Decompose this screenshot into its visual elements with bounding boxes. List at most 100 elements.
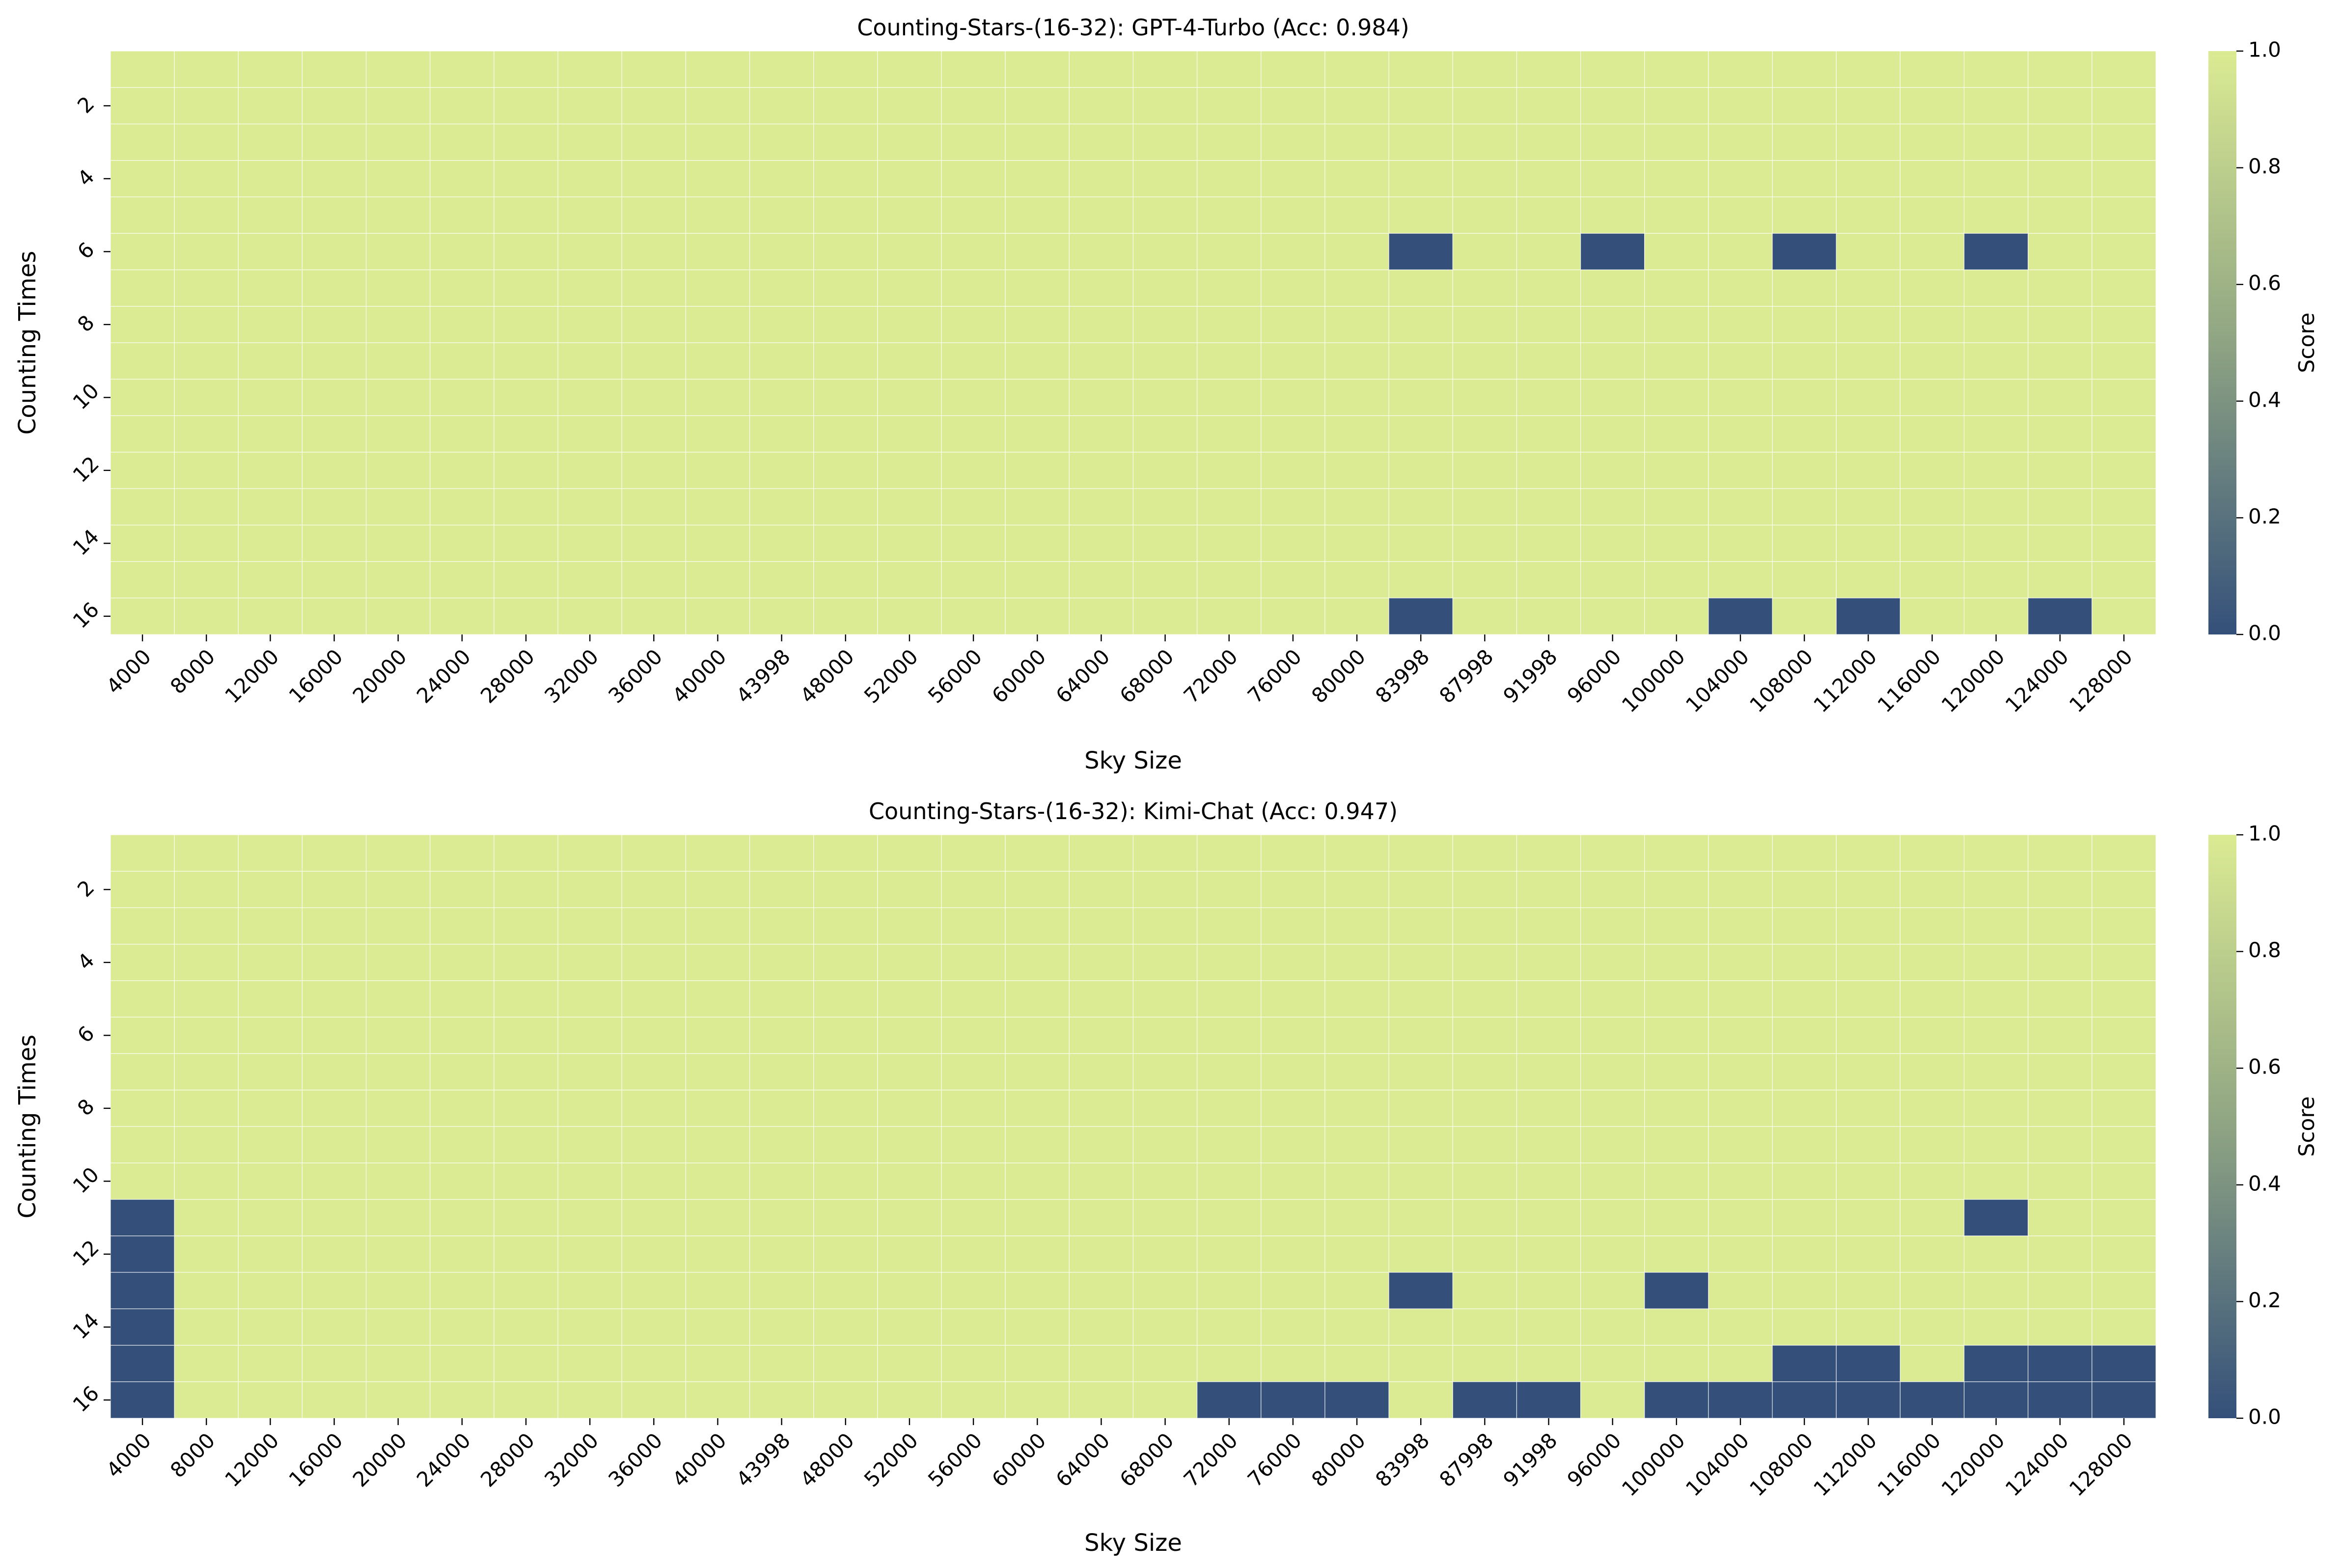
heatmap-cell	[1580, 944, 1645, 981]
heatmap-cell	[2092, 907, 2156, 945]
x-tick-label: 100000	[1617, 644, 1690, 717]
heatmap-cell	[1069, 233, 1134, 271]
heatmap-cell	[557, 452, 622, 489]
heatmap-cell	[1132, 306, 1198, 343]
heatmap-cell	[238, 907, 303, 945]
colorbar-tick-label: 0.2	[2248, 1288, 2281, 1312]
heatmap-cell	[813, 233, 878, 271]
heatmap-cell	[430, 1381, 495, 1419]
heatmap-cell	[685, 488, 750, 525]
heatmap-cell	[430, 415, 495, 453]
heatmap-cell	[366, 488, 431, 525]
heatmap-cell	[1005, 834, 1070, 872]
heatmap-cell	[877, 561, 942, 599]
heatmap-cell	[1644, 834, 1709, 872]
heatmap-cell	[1261, 834, 1325, 872]
heatmap-cell	[1132, 1308, 1198, 1346]
heatmap-cell	[1772, 1017, 1837, 1054]
heatmap-cell	[1005, 1236, 1070, 1273]
heatmap-cell	[749, 123, 814, 161]
heatmap-cell	[110, 1090, 175, 1127]
heatmap-cell	[1132, 196, 1198, 234]
heatmap-cell	[1644, 871, 1709, 908]
heatmap-cell	[813, 834, 878, 872]
x-tick-labels: 4000 8000 12000 16000 20000 24000 28000 32000 36…	[102, 1418, 2137, 1501]
heatmap-cell	[1836, 1126, 1901, 1163]
heatmap-cell	[1580, 160, 1645, 197]
heatmap-cell	[2092, 415, 2156, 453]
heatmap-cell	[238, 1090, 303, 1127]
heatmap-cell	[685, 871, 750, 908]
heatmap-cell	[1772, 306, 1837, 343]
heatmap-cell	[1069, 980, 1134, 1018]
heatmap-cell	[494, 871, 558, 908]
heatmap-cell	[685, 1381, 750, 1419]
heatmap-cell	[1963, 980, 2029, 1018]
x-tick-label: 24000	[412, 1428, 475, 1491]
x-tick-label: 48000	[796, 1428, 859, 1491]
heatmap-cell	[366, 379, 431, 416]
heatmap-cell	[366, 1090, 431, 1127]
heatmap-cell	[1261, 1090, 1325, 1127]
heatmap-cell	[1900, 834, 1965, 872]
heatmap-cell	[813, 1053, 878, 1091]
heatmap-cell	[813, 269, 878, 307]
heatmap-cell	[2028, 342, 2093, 380]
x-tick-label: 24000	[412, 644, 475, 708]
heatmap-cell	[174, 415, 239, 453]
heatmap-cell	[813, 1199, 878, 1237]
heatmap-cell	[941, 452, 1006, 489]
heatmap-cell	[1963, 233, 2029, 271]
heatmap-cell	[366, 1236, 431, 1273]
heatmap-cell	[557, 415, 622, 453]
heatmap-cell	[1388, 1053, 1453, 1091]
heatmap-cell	[1836, 907, 1901, 945]
heatmap-cell	[1197, 871, 1262, 908]
heatmap-cell	[174, 1381, 239, 1419]
heatmap-cell	[174, 561, 239, 599]
heatmap-cell	[1388, 1381, 1453, 1419]
heatmap-cell	[494, 1162, 558, 1200]
x-tick-label: 91998	[1498, 1428, 1562, 1491]
heatmap-cell	[1388, 415, 1453, 453]
heatmap-cell	[1452, 1162, 1517, 1200]
y-tick-label: 2	[73, 875, 99, 902]
heatmap-cell	[557, 488, 622, 525]
heatmap-cell	[813, 306, 878, 343]
heatmap-cell	[1197, 306, 1262, 343]
heatmap-cell	[2092, 452, 2156, 489]
heatmap-cell	[685, 123, 750, 161]
heatmap-cell	[1516, 269, 1581, 307]
heatmap-cell	[941, 1126, 1006, 1163]
heatmap-cell	[1580, 561, 1645, 599]
heatmap-cell	[238, 1272, 303, 1309]
heatmap-cell	[941, 1017, 1006, 1054]
heatmap-cell	[302, 306, 367, 343]
y-tick-label: 10	[68, 1162, 104, 1198]
heatmap-cell	[366, 1381, 431, 1419]
heatmap-cell	[1388, 1126, 1453, 1163]
y-tick-label: 2	[73, 91, 99, 118]
heatmap-cell	[2092, 342, 2156, 380]
heatmap-cell	[621, 415, 687, 453]
heatmap-cell	[1963, 87, 2029, 125]
heatmap-cell	[1900, 123, 1965, 161]
heatmap-cell	[1772, 342, 1837, 380]
heatmap-cell	[2092, 834, 2156, 872]
heatmap-cell	[302, 196, 367, 234]
heatmap-cell	[494, 1308, 558, 1346]
heatmap-cell	[941, 488, 1006, 525]
heatmap-cell	[685, 980, 750, 1018]
heatmap-cell	[1836, 233, 1901, 271]
heatmap-cell	[1708, 1308, 1773, 1346]
heatmap-cell	[1963, 1017, 2029, 1054]
heatmap-cell	[1005, 1308, 1070, 1346]
x-tick-label: 120000	[1937, 644, 2010, 717]
heatmap-cell	[2092, 1199, 2156, 1237]
heatmap-cell	[1324, 944, 1389, 981]
heatmap-cell	[302, 524, 367, 562]
heatmap-cell	[877, 1126, 942, 1163]
colorbar-label: Score	[2294, 312, 2319, 373]
heatmap-cell	[1516, 342, 1581, 380]
x-tick-label: 87998	[1434, 1428, 1498, 1491]
